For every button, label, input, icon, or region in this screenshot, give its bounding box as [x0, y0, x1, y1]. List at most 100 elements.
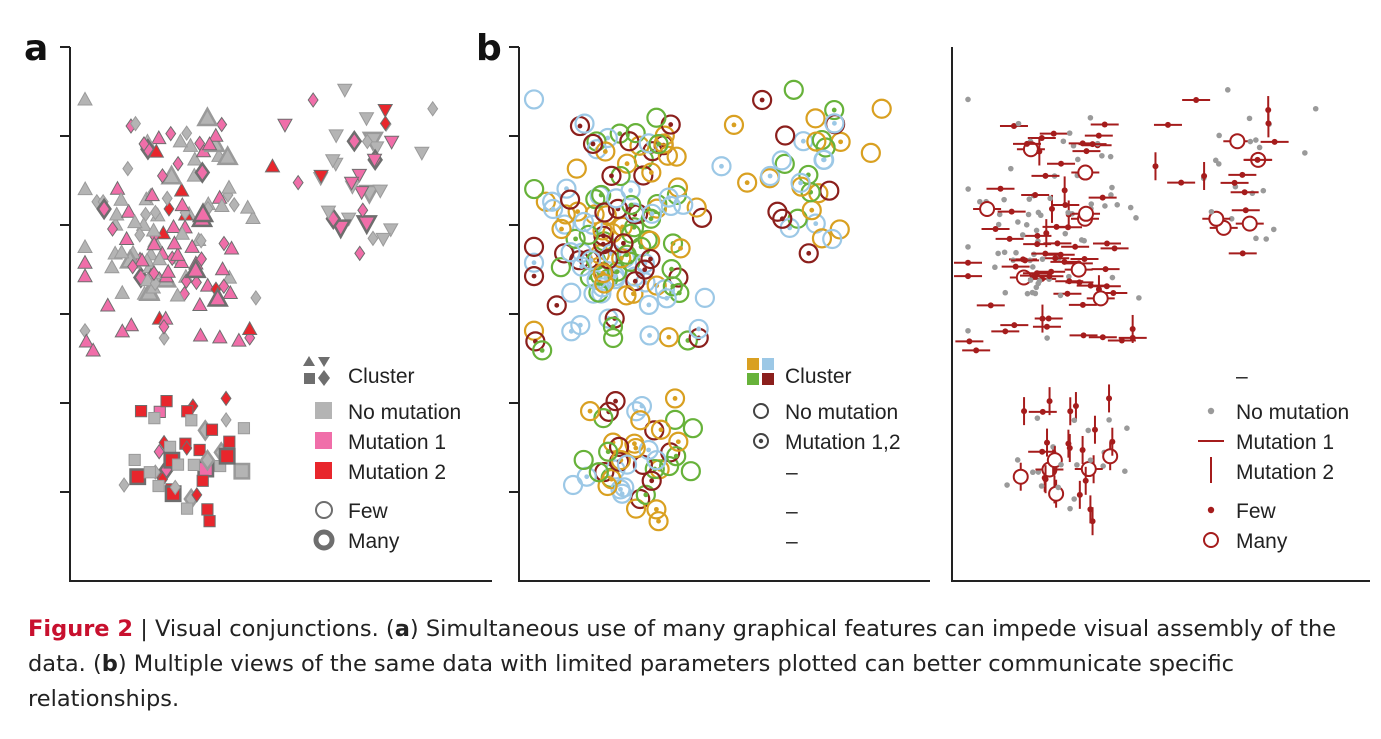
point-b1: [806, 131, 827, 152]
point-b2: [1074, 156, 1081, 163]
point-b2-dot: [1087, 506, 1094, 513]
point-b1-dot: [598, 192, 604, 198]
point-a: [160, 395, 173, 408]
point-a: [203, 515, 216, 528]
legend-a-cluster: Cluster: [348, 365, 415, 388]
point-b2-dot: [1006, 235, 1013, 242]
point-b1: [555, 204, 576, 225]
point-b1: [666, 146, 687, 167]
point-b2: [1114, 202, 1121, 208]
point-b2: [1253, 235, 1259, 242]
point-a: [128, 453, 141, 467]
point-b2-dot: [1062, 201, 1069, 208]
point-b2-dot: [1265, 120, 1272, 127]
point-b2: [1102, 203, 1108, 209]
point-b2-dot: [1045, 315, 1052, 322]
point-a: [357, 202, 369, 219]
point-a: [336, 83, 353, 98]
point-b1: [634, 253, 655, 274]
point-a: [149, 275, 161, 292]
point-b2: [1081, 237, 1087, 244]
point-a: [211, 329, 228, 344]
point-a: [174, 196, 191, 212]
legend-b1-no-mutation: No mutation: [785, 401, 898, 424]
point-b1: [561, 321, 582, 342]
point-b1: [646, 450, 667, 471]
point-b2-dot: [966, 338, 973, 345]
point-b1-dot: [550, 206, 556, 212]
point-b2-dot: [1239, 171, 1246, 178]
point-b2-dot: [1193, 97, 1200, 104]
point-b1: [783, 79, 804, 100]
point-b1: [646, 198, 668, 219]
point-b1: [658, 327, 679, 348]
point-b1-dot: [809, 207, 815, 213]
point-a: [216, 145, 239, 166]
point-b1-dot: [800, 138, 806, 144]
point-b2: [1071, 496, 1077, 502]
point-b2: [1001, 196, 1007, 203]
point-b1: [523, 265, 545, 287]
point-a: [192, 296, 208, 312]
point-b1: [560, 242, 581, 263]
point-b2-dot: [1095, 132, 1102, 139]
point-a: [172, 155, 184, 172]
point-b1: [556, 178, 577, 199]
point-a: [413, 146, 430, 161]
point-b1: [646, 107, 667, 128]
point-b2-dot: [1036, 148, 1043, 155]
point-a: [148, 265, 160, 282]
point-b2-dot: [1066, 278, 1073, 285]
point-a: [382, 223, 399, 238]
point-b2-dot: [1042, 250, 1049, 257]
point-a: [77, 254, 93, 269]
dotted-circle-icon: [753, 433, 769, 449]
point-b2: [1025, 211, 1032, 218]
point-a: [114, 323, 131, 338]
point-b1-dot: [821, 157, 826, 163]
point-b2-dot: [1231, 179, 1238, 186]
point-b2-dot: [1067, 408, 1074, 415]
point-b1: [813, 149, 834, 170]
point-b2: [1107, 153, 1114, 160]
point-b2-dot: [1039, 448, 1046, 455]
point-b1: [602, 316, 624, 337]
point-b2: [1014, 457, 1021, 463]
point-b1: [665, 409, 686, 430]
point-b1: [523, 89, 545, 110]
point-b2: [1027, 277, 1034, 283]
point-b1: [601, 165, 622, 186]
point-a: [163, 440, 177, 453]
point-a: [196, 474, 209, 487]
point-a: [375, 232, 392, 248]
point-b2-dot: [1044, 439, 1051, 446]
point-b1: [860, 142, 881, 164]
point-b2-dot: [1024, 140, 1031, 147]
point-a: [140, 206, 152, 223]
point-a: [171, 458, 185, 471]
point-b2-dot: [1079, 301, 1086, 308]
point-b2-dot: [1053, 223, 1060, 230]
point-b2-many: [1102, 448, 1119, 465]
point-b2-dot: [1129, 325, 1136, 332]
point-b1: [574, 113, 595, 134]
point-a: [118, 230, 135, 245]
point-b1-dot: [600, 241, 606, 247]
point-b1-dot: [624, 161, 630, 167]
point-b1: [535, 191, 556, 212]
panel-label-a: a: [24, 28, 48, 69]
point-b1-dot: [609, 173, 614, 179]
legend-a-mutation1: Mutation 1: [348, 431, 446, 454]
caption-a: a: [394, 616, 410, 642]
point-a: [218, 278, 230, 295]
mutation1-swatch: [315, 432, 332, 449]
point-a: [241, 320, 258, 336]
point-b2: [1015, 120, 1022, 127]
point-b2: [1035, 209, 1042, 216]
point-b2-dot: [1058, 160, 1065, 167]
point-a: [193, 443, 206, 457]
point-b1-dot: [628, 188, 634, 193]
point-a: [169, 246, 186, 261]
point-a: [180, 502, 194, 515]
point-b1-dot: [649, 211, 655, 217]
